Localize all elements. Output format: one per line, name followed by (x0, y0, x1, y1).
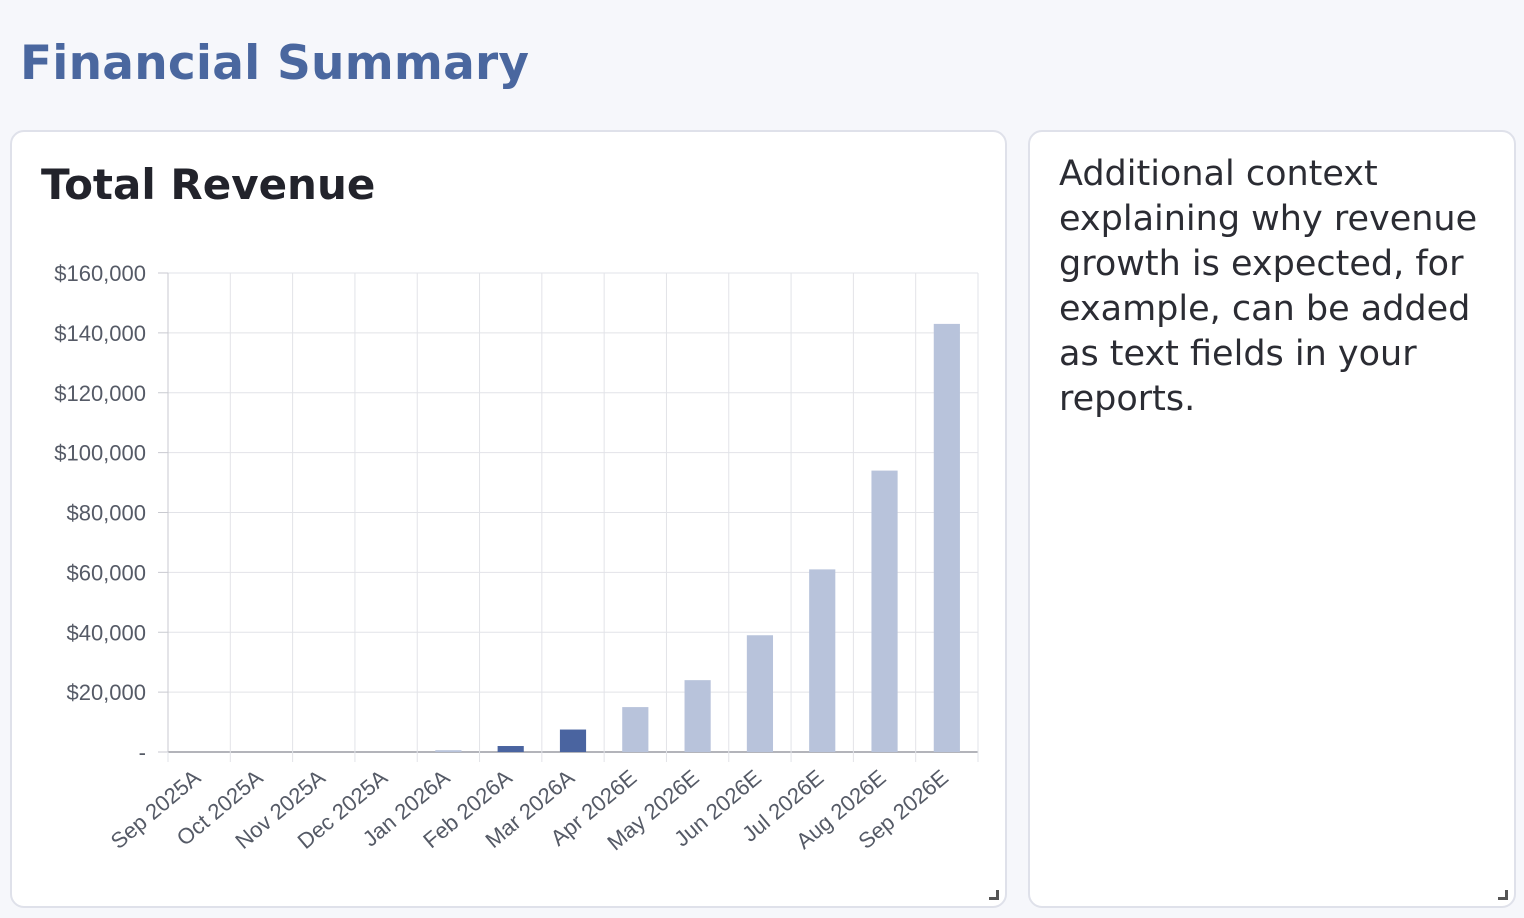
bar-aug-2026e (871, 470, 898, 752)
y-tick-label: $40,000 (66, 620, 146, 645)
context-text: Additional context explaining why revenu… (1059, 154, 1478, 419)
y-tick-label: $100,000 (54, 441, 146, 466)
bar-apr-2026e (622, 707, 649, 752)
y-tick-label: $20,000 (66, 680, 146, 705)
bar-mar-2026a (559, 729, 587, 752)
y-tick-label: - (139, 740, 146, 765)
bar-feb-2026a (497, 746, 524, 752)
chart-title: Total Revenue (41, 160, 376, 209)
page-title: Financial Summary (20, 36, 530, 91)
y-tick-label: $140,000 (54, 321, 146, 346)
resize-handle-icon[interactable] (1498, 890, 1508, 900)
bar-jan-2026a (435, 750, 462, 752)
bar-jun-2026e (746, 635, 774, 752)
bar-sep-2026e (933, 323, 960, 752)
resize-handle-icon[interactable] (989, 890, 999, 900)
y-tick-label: $80,000 (66, 501, 146, 526)
total-revenue-card: Total Revenue - $20,000 $40,000 $60,000 $80,… (10, 130, 1007, 908)
bar-jul-2026e (809, 569, 836, 752)
y-tick-label: $120,000 (54, 381, 146, 406)
bar-may-2026e (684, 680, 711, 752)
y-tick-label: $60,000 (66, 560, 146, 585)
revenue-bar-chart: - $20,000 $40,000 $60,000 $80,000 $100,000 $12… (54, 261, 979, 855)
context-card: Additional context explaining why revenu… (1028, 130, 1516, 908)
y-tick-label: $160,000 (54, 261, 146, 286)
